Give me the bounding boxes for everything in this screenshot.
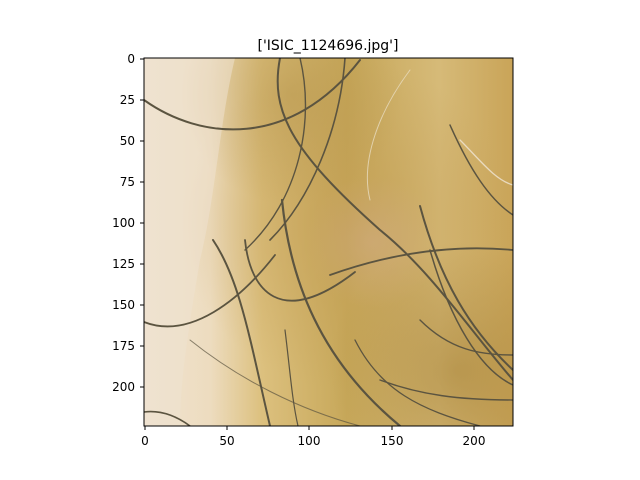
hair-strands — [144, 58, 513, 426]
x-tick-label: 200 — [463, 434, 486, 448]
y-tick-label: 150 — [112, 298, 135, 312]
y-tick-label: 0 — [127, 52, 135, 66]
axes-frame — [143, 57, 514, 427]
x-tick-label: 50 — [219, 434, 234, 448]
figure-title: ['ISIC_1124696.jpg'] — [257, 38, 398, 54]
x-axis: 0 50 100 150 200 — [141, 426, 485, 448]
y-tick-label: 75 — [120, 175, 135, 189]
y-tick-label: 175 — [112, 339, 135, 353]
y-tick-label: 100 — [112, 216, 135, 230]
x-tick-label: 100 — [298, 434, 321, 448]
y-tick-label: 50 — [120, 134, 135, 148]
x-tick-label: 0 — [141, 434, 149, 448]
y-tick-label: 125 — [112, 257, 135, 271]
y-tick-label: 25 — [120, 93, 135, 107]
y-tick-label: 200 — [112, 380, 135, 394]
y-axis: 0 25 50 75 100 125 150 175 200 — [112, 52, 144, 394]
dermoscopy-image — [144, 58, 513, 426]
x-tick-label: 150 — [381, 434, 404, 448]
